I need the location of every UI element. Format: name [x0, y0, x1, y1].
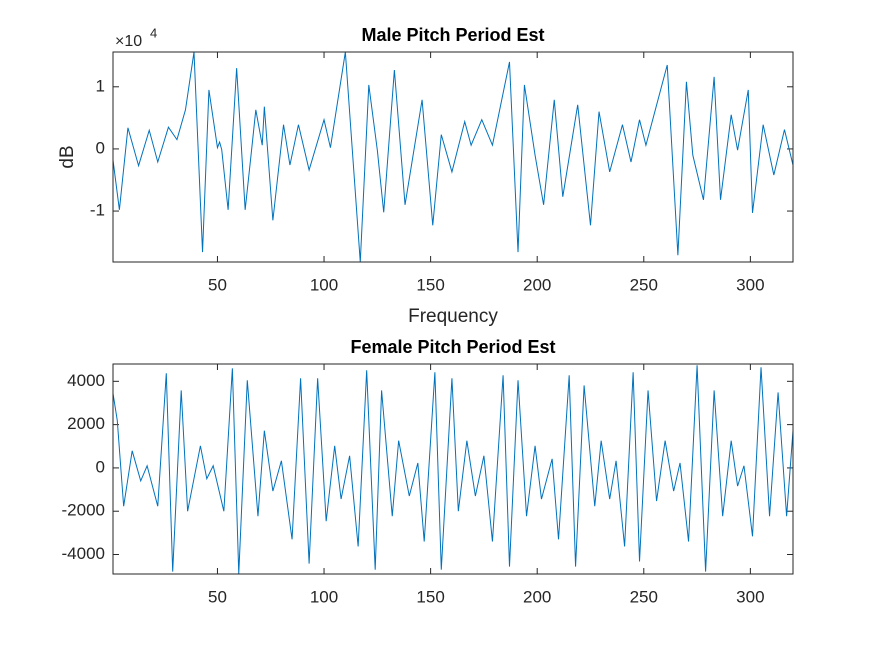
axes-box — [112, 363, 794, 575]
plot-area — [113, 52, 793, 262]
y-tick-label: 4000 — [67, 371, 105, 390]
x-tick-label: 200 — [523, 587, 551, 606]
data-line — [112, 365, 794, 574]
axes-box — [112, 51, 794, 263]
y-tick-label: -4000 — [62, 544, 105, 563]
y-multiplier: ×10 — [115, 33, 142, 50]
x-tick-label: 100 — [310, 275, 338, 294]
data-line — [112, 51, 794, 263]
x-tick-label: 150 — [416, 587, 444, 606]
y-tick-label: 2000 — [67, 414, 105, 433]
x-tick-label: 300 — [736, 587, 764, 606]
y-axis-label: dB — [57, 145, 78, 168]
y-multiplier-exponent: 4 — [150, 25, 157, 40]
y-tick-label: 1 — [96, 76, 105, 95]
y-tick-label: 0 — [96, 138, 105, 157]
x-tick-label: 100 — [310, 587, 338, 606]
x-tick-label: 200 — [523, 275, 551, 294]
x-tick-label: 50 — [208, 587, 227, 606]
chart-title: Male Pitch Period Est — [361, 25, 544, 45]
x-tick-label: 150 — [416, 275, 444, 294]
x-tick-label: 50 — [208, 275, 227, 294]
x-axis-label: Frequency — [408, 306, 498, 327]
y-tick-label: -1 — [90, 201, 105, 220]
y-tick-label: 0 — [96, 457, 105, 476]
y-tick-label: -2000 — [62, 501, 105, 520]
x-tick-label: 250 — [630, 587, 658, 606]
chart-title: Female Pitch Period Est — [350, 337, 555, 357]
x-tick-label: 300 — [736, 275, 764, 294]
x-tick-label: 250 — [630, 275, 658, 294]
